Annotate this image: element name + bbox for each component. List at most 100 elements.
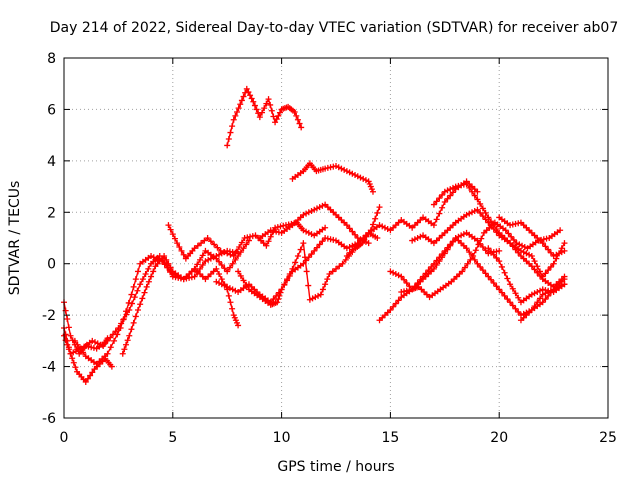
data-point — [237, 101, 244, 108]
data-point — [243, 85, 250, 92]
data-point — [528, 291, 535, 298]
data-point — [240, 93, 247, 100]
data-point — [482, 270, 489, 277]
data-point — [235, 105, 242, 112]
series-sat-s — [485, 245, 568, 306]
data-point — [507, 240, 514, 247]
data-point — [542, 243, 549, 250]
data-point — [291, 109, 298, 115]
data-point — [213, 278, 220, 285]
data-point — [139, 295, 146, 302]
data-point — [322, 224, 329, 231]
series-line — [226, 87, 302, 146]
data-point — [284, 276, 291, 283]
data-point — [477, 263, 484, 270]
data-point — [336, 263, 343, 270]
data-point — [469, 253, 475, 259]
data-point — [267, 233, 274, 240]
data-point — [92, 339, 99, 346]
data-point — [360, 175, 367, 182]
data-point — [191, 273, 198, 280]
data-point — [121, 346, 128, 353]
data-point — [409, 237, 416, 244]
data-point — [531, 290, 538, 297]
data-point — [148, 273, 155, 280]
data-point — [145, 265, 152, 272]
data-point — [303, 228, 310, 235]
data-point — [343, 245, 350, 252]
data-point — [114, 331, 121, 338]
data-point — [82, 379, 89, 385]
data-point — [265, 238, 272, 245]
data-point — [444, 195, 451, 202]
data-point — [523, 250, 530, 257]
series-sat-h — [224, 85, 305, 149]
data-point — [485, 273, 492, 280]
data-point — [519, 242, 526, 249]
data-point — [349, 170, 356, 177]
data-point — [335, 164, 342, 171]
series-sat-i — [213, 229, 381, 306]
data-point — [141, 289, 148, 296]
data-point — [528, 307, 535, 313]
data-point — [313, 244, 320, 251]
data-point — [478, 235, 485, 242]
data-point — [545, 246, 552, 253]
data-point — [501, 269, 508, 276]
data-point — [537, 287, 543, 294]
data-point — [398, 273, 405, 280]
data-point — [65, 346, 72, 353]
data-point — [216, 271, 223, 277]
data-point — [132, 276, 139, 283]
data-point — [409, 286, 416, 293]
data-point — [250, 98, 257, 105]
data-point — [300, 240, 307, 247]
data-point — [224, 142, 231, 149]
data-point — [542, 296, 549, 303]
data-point — [218, 276, 225, 283]
data-point — [515, 249, 522, 256]
data-point — [496, 247, 503, 254]
data-point — [245, 89, 252, 96]
data-point — [317, 291, 324, 298]
data-point — [493, 283, 500, 290]
data-point — [439, 251, 446, 258]
data-point — [297, 246, 304, 253]
data-point — [104, 335, 111, 342]
data-point — [510, 236, 517, 243]
data-point — [163, 256, 170, 263]
data-point — [395, 272, 402, 279]
data-point — [142, 271, 149, 277]
y-tick-label: -2 — [42, 308, 56, 324]
y-tick-label: 4 — [47, 154, 56, 170]
data-point — [230, 253, 237, 259]
data-point — [326, 271, 333, 277]
data-point — [224, 250, 231, 257]
data-point — [71, 337, 78, 344]
data-point — [490, 280, 497, 286]
data-point — [561, 276, 568, 283]
data-point — [534, 299, 541, 306]
data-point — [207, 238, 214, 245]
data-point — [528, 263, 535, 270]
data-point — [198, 240, 205, 247]
data-point — [153, 255, 160, 262]
data-point — [547, 287, 554, 294]
data-point — [233, 109, 240, 115]
data-point — [528, 253, 535, 259]
data-point — [539, 291, 546, 298]
data-point — [479, 267, 486, 274]
data-point — [479, 244, 486, 250]
data-point — [300, 227, 307, 234]
data-point — [460, 231, 467, 238]
data-point — [165, 222, 172, 229]
data-point — [469, 209, 475, 216]
data-point — [230, 116, 237, 123]
data-point — [430, 201, 437, 208]
data-point — [123, 341, 130, 348]
data-point — [329, 268, 336, 275]
data-point — [449, 238, 456, 245]
data-point — [225, 136, 232, 142]
data-point — [477, 209, 484, 216]
series-line — [63, 255, 161, 355]
